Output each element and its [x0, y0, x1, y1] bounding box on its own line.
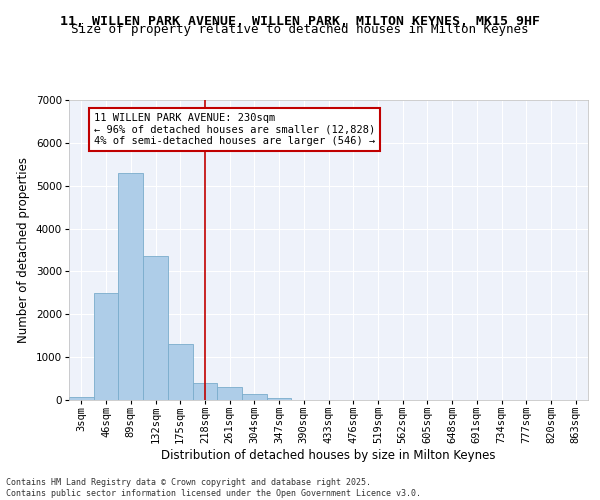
Text: 11 WILLEN PARK AVENUE: 230sqm
← 96% of detached houses are smaller (12,828)
4% o: 11 WILLEN PARK AVENUE: 230sqm ← 96% of d… — [94, 113, 375, 146]
Text: Contains HM Land Registry data © Crown copyright and database right 2025.
Contai: Contains HM Land Registry data © Crown c… — [6, 478, 421, 498]
Bar — [267, 398, 292, 400]
Bar — [143, 256, 168, 400]
Bar — [69, 398, 94, 400]
Text: 11, WILLEN PARK AVENUE, WILLEN PARK, MILTON KEYNES, MK15 9HF: 11, WILLEN PARK AVENUE, WILLEN PARK, MIL… — [60, 15, 540, 28]
Bar — [118, 173, 143, 400]
Bar — [94, 293, 118, 400]
Text: Size of property relative to detached houses in Milton Keynes: Size of property relative to detached ho… — [71, 22, 529, 36]
X-axis label: Distribution of detached houses by size in Milton Keynes: Distribution of detached houses by size … — [161, 448, 496, 462]
Bar — [217, 387, 242, 400]
Y-axis label: Number of detached properties: Number of detached properties — [17, 157, 31, 343]
Bar — [168, 344, 193, 400]
Bar — [193, 383, 217, 400]
Bar — [242, 394, 267, 400]
